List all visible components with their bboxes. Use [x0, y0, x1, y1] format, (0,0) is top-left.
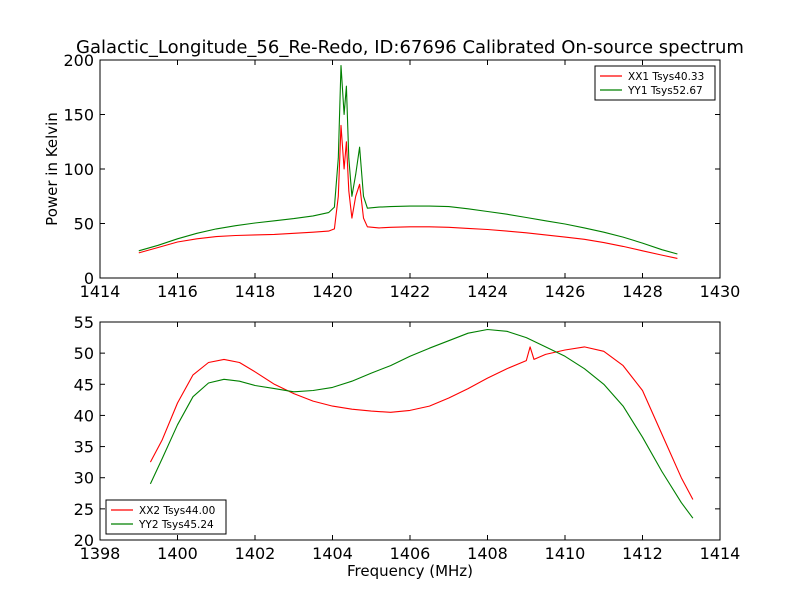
x-tick-label: 1422: [390, 282, 431, 301]
bottom-spectrum-plot: 1398 1400 1402 1404 1406 1408 1410 1412 1414 20 25…: [74, 313, 741, 580]
legend-box: [105, 499, 227, 535]
y-tick-label: 40: [74, 406, 94, 425]
series-line-yy: [149, 328, 694, 519]
x-tick-label: 1400: [157, 544, 198, 563]
x-tick-label: 1398: [80, 544, 121, 563]
y-tick-label: 50: [74, 344, 94, 363]
series-group: [138, 64, 678, 259]
y-tick-label: 100: [63, 160, 94, 179]
y-tick-label: 45: [74, 375, 94, 394]
x-tick-label: 1406: [390, 544, 431, 563]
x-tick-label: 1410: [545, 544, 586, 563]
x-tick-label: 1420: [312, 282, 353, 301]
y-tick-label: 55: [74, 313, 94, 332]
y-tick-label: 35: [74, 438, 94, 457]
legend-box: [594, 65, 716, 101]
x-tick-label: 1414: [80, 282, 121, 301]
y-tick-label: 0: [84, 269, 94, 288]
x-tick-label: 1408: [467, 544, 508, 563]
legend-label: YY2 Tsys45.24: [138, 519, 214, 531]
x-tick-label: 1414: [700, 544, 741, 563]
top-spectrum-plot: 1414 1416 1418 1420 1422 1424 1426 1428 1430 0 50 1…: [43, 51, 740, 301]
y-tick-label: 25: [74, 500, 94, 519]
y-tick-label: 20: [74, 531, 94, 550]
chart-title: Galactic_Longitude_56_Re-Redo, ID:67696 …: [76, 37, 744, 58]
legend-label: XX2 Tsys44.00: [139, 505, 215, 517]
y-tick-label: 200: [63, 51, 94, 70]
x-tick-label: 1404: [312, 544, 353, 563]
legend-label: XX1 Tsys40.33: [628, 71, 704, 83]
legend: XX1 Tsys40.33 YY1 Tsys52.67: [594, 65, 716, 101]
x-tick-label: 1426: [545, 282, 586, 301]
series-line-xx: [149, 346, 694, 500]
y-tick-label: 50: [74, 215, 94, 234]
series-line-xx: [138, 124, 678, 259]
x-tick-label: 1424: [467, 282, 508, 301]
y-tick-label: 150: [63, 106, 94, 125]
x-tick-label: 1402: [235, 544, 276, 563]
legend-label: YY1 Tsys52.67: [627, 85, 703, 97]
x-tick-label: 1428: [622, 282, 663, 301]
y-axis-label: Power in Kelvin: [43, 112, 61, 226]
x-tick-label: 1412: [622, 544, 663, 563]
x-tick-label: 1418: [235, 282, 276, 301]
legend: XX2 Tsys44.00 YY2 Tsys45.24: [105, 499, 227, 535]
x-axis-label: Frequency (MHz): [347, 562, 473, 580]
y-tick-label: 30: [74, 469, 94, 488]
series-group: [149, 328, 694, 519]
series-line-yy: [138, 64, 678, 255]
x-tick-label: 1430: [700, 282, 741, 301]
x-tick-label: 1416: [157, 282, 198, 301]
